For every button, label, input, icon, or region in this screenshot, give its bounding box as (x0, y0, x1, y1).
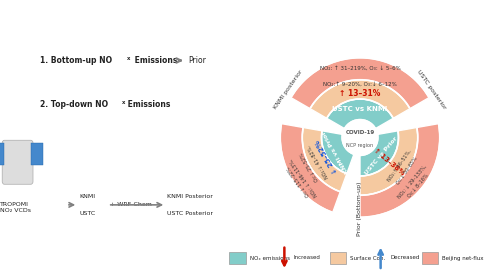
Text: ↑ 13–38%: ↑ 13–38% (373, 148, 406, 177)
Text: O₃:↓ 115–22%: O₃:↓ 115–22% (286, 165, 310, 197)
Text: USTC vs KNMI: USTC vs KNMI (332, 106, 388, 112)
Text: x: x (126, 56, 130, 60)
Text: ↑ 13–31%: ↑ 13–31% (340, 89, 380, 98)
Text: Emissions: Emissions (132, 56, 178, 65)
Text: KNMI posterior: KNMI posterior (273, 69, 304, 110)
Text: Beijing net-flux: Beijing net-flux (442, 256, 484, 261)
Bar (422, 252, 438, 264)
Circle shape (344, 121, 376, 154)
Bar (31, 143, 43, 165)
Polygon shape (360, 131, 399, 176)
Polygon shape (326, 99, 394, 129)
Text: NO₂: ↑ 31–219%, O₃: ↓ 5–6%: NO₂: ↑ 31–219%, O₃: ↓ 5–6% (320, 66, 400, 71)
Text: TROPOMI
NO₂ VCDs: TROPOMI NO₂ VCDs (0, 202, 31, 213)
Text: Decreased: Decreased (390, 255, 420, 260)
Text: Prior: Prior (188, 56, 206, 65)
Text: KNMI: KNMI (79, 194, 96, 199)
Text: Surface Con.: Surface Con. (350, 256, 386, 261)
Text: KNMI Posterior: KNMI Posterior (167, 194, 213, 199)
Text: O₃:↓ 50–65%: O₃:↓ 50–65% (396, 156, 418, 185)
Text: NO₂:↓ 41–82%,: NO₂:↓ 41–82%, (306, 144, 330, 179)
Text: O₃:↓ 8–16%: O₃:↓ 8–16% (406, 173, 430, 199)
Text: NO₂:↑ 9–20%, O₃:↓ 6–12%: NO₂:↑ 9–20%, O₃:↓ 6–12% (323, 81, 397, 86)
Text: NO₂: ↓ 146–113%,: NO₂: ↓ 146–113%, (288, 157, 319, 197)
Polygon shape (310, 80, 410, 118)
Text: Emissions: Emissions (126, 100, 171, 109)
FancyBboxPatch shape (2, 140, 33, 184)
Polygon shape (302, 128, 347, 192)
Text: NOₓ emissions: NOₓ emissions (250, 256, 290, 261)
Text: Prior (Bottom-up): Prior (Bottom-up) (358, 182, 362, 236)
Polygon shape (360, 128, 418, 195)
Polygon shape (360, 124, 440, 217)
Text: Increased: Increased (294, 255, 321, 260)
Text: x: x (122, 100, 126, 104)
Text: USTC: USTC (79, 211, 96, 216)
Bar (0, 143, 4, 165)
Text: USTC Posterior: USTC Posterior (167, 211, 213, 216)
Polygon shape (322, 131, 354, 174)
Text: 1. Bottom-up NO: 1. Bottom-up NO (40, 56, 112, 65)
Text: ↓ 25–52%: ↓ 25–52% (314, 139, 339, 175)
Text: NCP region: NCP region (346, 143, 374, 148)
Bar (330, 252, 346, 264)
Text: COVID-19: COVID-19 (346, 130, 374, 134)
Text: NO₂:↑ 36–51%,: NO₂:↑ 36–51%, (386, 148, 412, 182)
Text: + WRF-Chem: + WRF-Chem (110, 202, 152, 207)
Text: USTC vs Prior: USTC vs Prior (364, 136, 399, 175)
Bar (230, 252, 246, 264)
Text: NO₂: ↓ 29–133%,: NO₂: ↓ 29–133%, (397, 164, 428, 199)
Polygon shape (291, 58, 429, 109)
Text: O₃:↓ 25–52%: O₃:↓ 25–52% (300, 151, 320, 182)
Polygon shape (280, 124, 340, 213)
Text: KNMI vs Prior: KNMI vs Prior (322, 130, 350, 174)
Text: 2. Top-down NO: 2. Top-down NO (40, 100, 108, 109)
Text: USTC posterior: USTC posterior (416, 69, 447, 110)
